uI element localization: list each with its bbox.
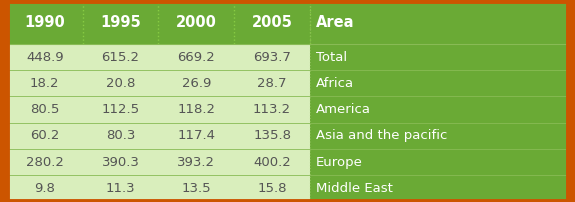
Text: 2000: 2000 (176, 15, 217, 30)
Bar (159, 123, 234, 149)
Bar (310, 97, 568, 123)
Text: 280.2: 280.2 (26, 156, 64, 169)
Bar (7, 123, 83, 149)
Bar (7, 175, 83, 202)
Text: 60.2: 60.2 (30, 129, 59, 142)
Text: 9.8: 9.8 (34, 182, 55, 195)
Text: Total: Total (316, 50, 347, 64)
Text: Africa: Africa (316, 77, 354, 90)
Text: 15.8: 15.8 (258, 182, 287, 195)
Bar (234, 149, 310, 175)
Bar (310, 0, 568, 44)
Bar (7, 70, 83, 97)
Bar (234, 123, 310, 149)
Bar (83, 44, 159, 70)
Bar (83, 70, 159, 97)
Bar (159, 97, 234, 123)
Bar (83, 0, 159, 44)
Bar (7, 149, 83, 175)
Text: Area: Area (316, 15, 354, 30)
Text: 13.5: 13.5 (182, 182, 211, 195)
Bar (234, 97, 310, 123)
Bar (159, 70, 234, 97)
Text: 448.9: 448.9 (26, 50, 64, 64)
Text: 117.4: 117.4 (177, 129, 215, 142)
Text: 393.2: 393.2 (177, 156, 215, 169)
Text: 28.7: 28.7 (258, 77, 287, 90)
Bar (83, 123, 159, 149)
Bar (7, 97, 83, 123)
Text: 20.8: 20.8 (106, 77, 135, 90)
Bar (310, 123, 568, 149)
Text: 390.3: 390.3 (102, 156, 140, 169)
Bar (310, 149, 568, 175)
Text: 1995: 1995 (100, 15, 141, 30)
Text: 400.2: 400.2 (253, 156, 291, 169)
Bar (234, 0, 310, 44)
Bar (83, 149, 159, 175)
Text: 118.2: 118.2 (177, 103, 215, 116)
Bar (310, 70, 568, 97)
Bar (234, 44, 310, 70)
Text: 80.5: 80.5 (30, 103, 59, 116)
Text: 11.3: 11.3 (106, 182, 135, 195)
Text: 1990: 1990 (24, 15, 65, 30)
Text: Asia and the pacific: Asia and the pacific (316, 129, 447, 142)
Text: 669.2: 669.2 (178, 50, 215, 64)
Bar (159, 149, 234, 175)
Text: America: America (316, 103, 371, 116)
Text: Europe: Europe (316, 156, 363, 169)
Text: 80.3: 80.3 (106, 129, 135, 142)
Bar (310, 44, 568, 70)
Bar (159, 0, 234, 44)
Text: 112.5: 112.5 (101, 103, 140, 116)
Text: 615.2: 615.2 (102, 50, 140, 64)
Bar (7, 44, 83, 70)
Bar (7, 0, 83, 44)
Text: 26.9: 26.9 (182, 77, 211, 90)
Bar (310, 175, 568, 202)
Text: 113.2: 113.2 (253, 103, 291, 116)
Text: 693.7: 693.7 (253, 50, 291, 64)
Bar (234, 70, 310, 97)
Bar (234, 175, 310, 202)
Bar (83, 97, 159, 123)
Bar (159, 44, 234, 70)
Text: 2005: 2005 (252, 15, 293, 30)
Text: 18.2: 18.2 (30, 77, 60, 90)
Bar (159, 175, 234, 202)
Text: Middle East: Middle East (316, 182, 393, 195)
Bar (83, 175, 159, 202)
Text: 135.8: 135.8 (253, 129, 291, 142)
